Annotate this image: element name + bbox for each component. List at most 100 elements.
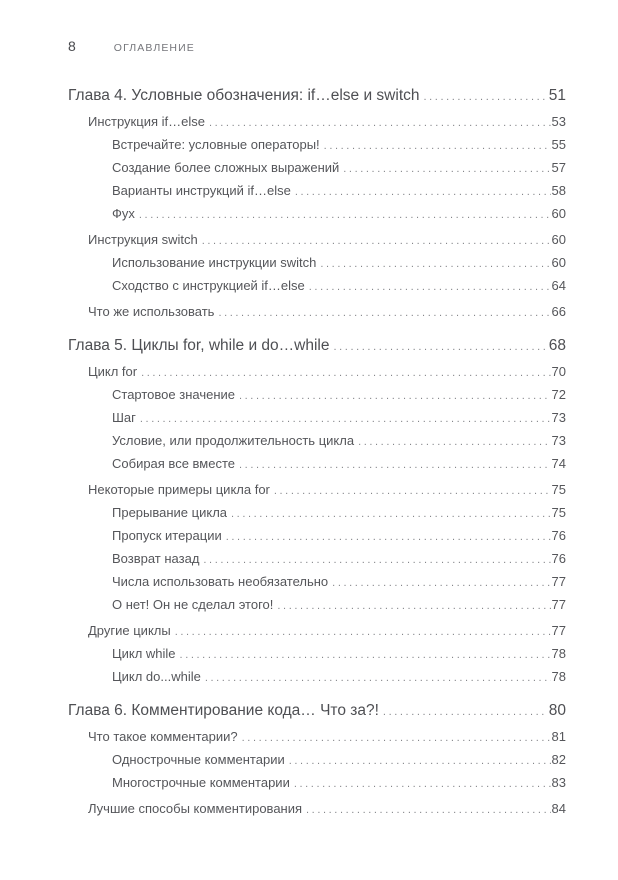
toc-entry-title: Цикл do...while: [112, 669, 201, 684]
toc-entry-title: Собирая все вместе: [112, 456, 236, 471]
toc-entry: Фух ....................................…: [68, 203, 566, 226]
dot-leader: ........................................…: [320, 258, 550, 270]
toc-entry-title: Цикл while: [112, 646, 176, 661]
toc-entry-page: 73: [551, 410, 566, 425]
toc-entry-page: 81: [551, 729, 566, 744]
toc-entry: Варианты инструкций if…else ............…: [68, 180, 566, 203]
toc-entry-page: 64: [551, 278, 566, 293]
toc-entry-title: Инструкция if…else: [88, 114, 205, 129]
toc-entry-page: 83: [551, 775, 566, 790]
toc-entry-title: Использование инструкции switch: [112, 255, 317, 270]
toc-entry: Инструкция if…else .....................…: [68, 111, 566, 134]
toc-entry: Прерывание цикла .......................…: [68, 502, 566, 525]
toc-entry-title: Условие, или продолжительность цикла: [112, 433, 355, 448]
dot-leader: ........................................…: [358, 436, 551, 448]
toc-entry: Пропуск итерации .......................…: [68, 525, 566, 548]
toc-entry-title: Лучшие способы комментирования: [88, 801, 303, 816]
toc-entry-page: 53: [551, 114, 566, 129]
page-number: 8: [68, 38, 76, 54]
dot-leader: ........................................…: [323, 140, 551, 152]
toc-entry-title: Глава 4. Условные обозначения: if…else и…: [68, 87, 420, 104]
toc-entry: Цикл while .............................…: [68, 643, 566, 666]
dot-leader: ........................................…: [179, 649, 551, 661]
toc-entry-title: Числа использовать необязательно: [112, 574, 329, 589]
dot-leader: ........................................…: [241, 732, 551, 744]
toc-entry-page: 60: [551, 206, 566, 221]
toc-entry-page: 57: [551, 160, 566, 175]
toc-entry-title: Что же использовать: [88, 304, 215, 319]
toc-entry: Что же использовать ....................…: [68, 301, 566, 324]
dot-leader: ........................................…: [225, 531, 551, 543]
toc-entry-title: Цикл for: [88, 364, 138, 379]
dot-leader: ........................................…: [139, 413, 551, 425]
toc-entry-title: О нет! Он не сделал этого!: [112, 597, 274, 612]
toc-entry-page: 60: [551, 255, 566, 270]
toc-entry-page: 77: [551, 623, 566, 638]
toc-entry-title: Пропуск итерации: [112, 528, 222, 543]
toc-entry-page: 75: [551, 505, 566, 520]
toc-entry: Стартовое значение .....................…: [68, 384, 566, 407]
toc-entry-page: 73: [551, 433, 566, 448]
toc-entry: Использование инструкции switch ........…: [68, 252, 566, 275]
dot-leader: ........................................…: [343, 163, 551, 175]
toc-entry: Другие циклы ...........................…: [68, 620, 566, 643]
toc-entry-page: 84: [551, 801, 566, 816]
toc-entry-page: 68: [548, 337, 566, 354]
toc-entry-title: Глава 6. Комментирование кода… Что за?!: [68, 702, 379, 719]
toc-entry: Цикл do...while ........................…: [68, 666, 566, 689]
toc-entry-title: Многострочные комментарии: [112, 775, 290, 790]
toc-entry: Глава 4. Условные обозначения: if…else и…: [68, 85, 566, 108]
toc-entry: Лучшие способы комментирования .........…: [68, 798, 566, 821]
toc-entry-page: 77: [551, 597, 566, 612]
dot-leader: ........................................…: [201, 235, 551, 247]
toc-entry: Инструкция switch ......................…: [68, 229, 566, 252]
dot-leader: ........................................…: [308, 281, 551, 293]
dot-leader: ........................................…: [203, 554, 551, 566]
toc-entry: Условие, или продолжительность цикла ...…: [68, 430, 566, 453]
toc-entry-title: Сходство с инструкцией if…else: [112, 278, 305, 293]
toc-entry: Цикл for ...............................…: [68, 361, 566, 384]
toc-entry-page: 77: [551, 574, 566, 589]
toc-entry-page: 76: [551, 528, 566, 543]
toc-entry-page: 58: [551, 183, 566, 198]
toc-entry-title: Возврат назад: [112, 551, 200, 566]
toc-entry-page: 60: [551, 232, 566, 247]
toc-entry-page: 82: [551, 752, 566, 767]
toc-entry: Встречайте: условные операторы! ........…: [68, 134, 566, 157]
toc-entry-page: 76: [551, 551, 566, 566]
toc-entry-title: Однострочные комментарии: [112, 752, 285, 767]
page-header: 8 ОГЛАВЛЕНИЕ: [68, 38, 566, 58]
toc-entry: Что такое комментарии? .................…: [68, 726, 566, 749]
toc-entry-title: Варианты инструкций if…else: [112, 183, 291, 198]
dot-leader: ........................................…: [239, 390, 551, 402]
dot-leader: ........................................…: [204, 672, 551, 684]
toc-entry: Возврат назад ..........................…: [68, 548, 566, 571]
dot-leader: ........................................…: [423, 91, 548, 103]
toc-list: Глава 4. Условные обозначения: if…else и…: [68, 85, 566, 821]
toc-entry: Глава 6. Комментирование кода… Что за?! …: [68, 700, 566, 723]
toc-entry: О нет! Он не сделал этого! .............…: [68, 594, 566, 617]
dot-leader: ........................................…: [333, 341, 547, 353]
toc-entry-title: Некоторые примеры цикла for: [88, 482, 270, 497]
toc-entry-page: 80: [548, 702, 566, 719]
toc-entry-title: Инструкция switch: [88, 232, 198, 247]
toc-entry-title: Фух: [112, 206, 135, 221]
toc-entry-page: 78: [551, 646, 566, 661]
dot-leader: ........................................…: [208, 117, 551, 129]
toc-entry-page: 75: [551, 482, 566, 497]
dot-leader: ........................................…: [293, 778, 551, 790]
dot-leader: ........................................…: [332, 577, 550, 589]
toc-entry-title: Что такое комментарии?: [88, 729, 238, 744]
toc-entry-page: 51: [548, 87, 566, 104]
toc-entry-title: Встречайте: условные операторы!: [112, 137, 320, 152]
toc-entry-page: 66: [551, 304, 566, 319]
toc-entry: Числа использовать необязательно .......…: [68, 571, 566, 594]
dot-leader: ........................................…: [138, 209, 551, 221]
toc-entry-title: Создание более сложных выражений: [112, 160, 340, 175]
toc-entry-title: Стартовое значение: [112, 387, 235, 402]
dot-leader: ........................................…: [141, 367, 550, 379]
running-head: ОГЛАВЛЕНИЕ: [113, 42, 195, 54]
toc-entry: Некоторые примеры цикла for ............…: [68, 479, 566, 502]
dot-leader: ........................................…: [239, 459, 551, 471]
